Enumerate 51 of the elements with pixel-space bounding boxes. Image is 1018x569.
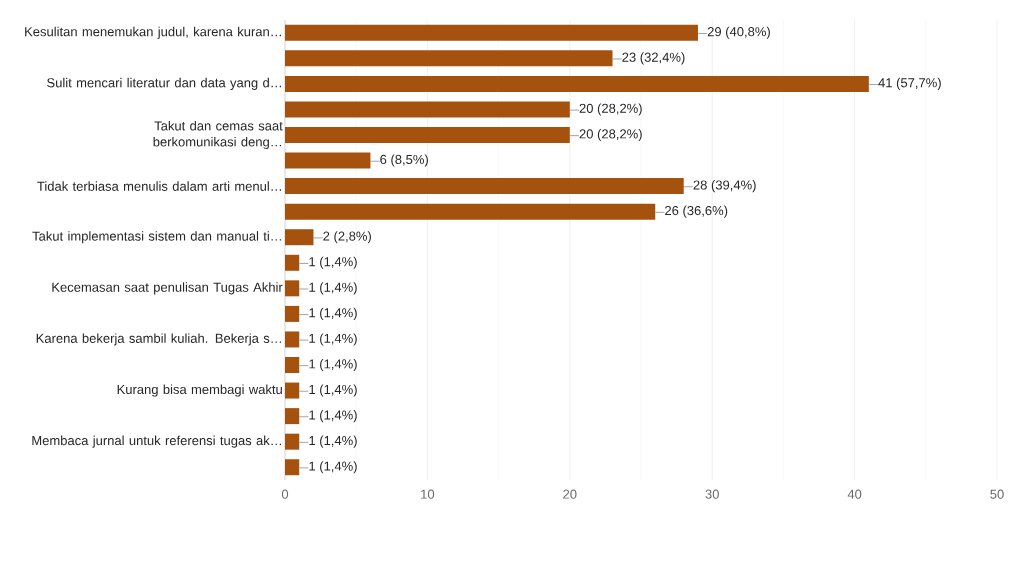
data-label: 20 (28,2%) <box>579 103 642 116</box>
y-tick-label: Takut dan cemas saat berkomunikasi deng… <box>153 120 283 150</box>
bar <box>285 254 300 271</box>
bar <box>285 382 300 399</box>
bar <box>285 24 698 41</box>
bar <box>285 280 300 297</box>
x-tick-label: 0 <box>281 489 289 499</box>
y-tick-label: Karena bekerja sambil kuliah. Bekerja s… <box>36 333 281 346</box>
y-tick-label: Kecemasan saat penulisan Tugas Akhir <box>52 282 283 295</box>
bar <box>285 331 300 348</box>
x-tick-label: 40 <box>847 489 862 499</box>
bar <box>285 50 613 67</box>
data-label: 1 (1,4%) <box>309 307 357 320</box>
bar <box>285 101 570 118</box>
bar <box>285 75 869 92</box>
y-tick-label: Kesulitan menemukan judul, karena kuran… <box>25 26 281 39</box>
data-label: 1 (1,4%) <box>309 256 357 269</box>
bar <box>285 229 314 246</box>
data-label: 1 (1,4%) <box>309 461 357 474</box>
bar <box>285 408 300 425</box>
data-label: 6 (8,5%) <box>380 154 428 167</box>
data-label: 1 (1,4%) <box>309 410 357 423</box>
y-tick-label: Membaca jurnal untuk referensi tugas ak… <box>32 435 281 448</box>
y-tick-label: Sulit mencari literatur dan data yang d… <box>47 77 281 90</box>
bar <box>285 357 300 373</box>
data-label: 26 (36,6%) <box>665 205 728 218</box>
bar <box>285 152 371 169</box>
bar <box>285 178 684 195</box>
bar <box>285 127 570 143</box>
bar <box>285 459 300 476</box>
data-label: 1 (1,4%) <box>309 384 357 397</box>
data-label: 29 (40,8%) <box>707 26 770 39</box>
data-label: 1 (1,4%) <box>309 358 357 372</box>
x-tick-label: 30 <box>705 489 719 499</box>
data-label: 1 (1,4%) <box>309 282 357 295</box>
data-label: 1 (1,4%) <box>309 333 357 346</box>
data-label: 23 (32,4%) <box>622 52 685 65</box>
x-tick-label: 20 <box>563 489 577 499</box>
bar <box>285 203 656 220</box>
y-tick-label: Tidak terbiasa menulis dalam arti menul… <box>37 181 281 191</box>
data-label: 28 (39,4%) <box>693 180 756 193</box>
y-tick-label: Kurang bisa membagi waktu <box>117 384 282 397</box>
bar <box>285 305 300 322</box>
x-tick-label: 10 <box>421 489 435 499</box>
data-label: 1 (1,4%) <box>309 435 357 448</box>
data-label: 2 (2,8%) <box>323 231 371 244</box>
data-label: 41 (57,7%) <box>878 77 941 90</box>
x-tick-label: 50 <box>990 489 1004 499</box>
data-label: 20 (28,2%) <box>579 128 642 142</box>
y-tick-label: Takut implementasi sistem dan manual ti… <box>32 231 281 244</box>
bar <box>285 433 300 450</box>
